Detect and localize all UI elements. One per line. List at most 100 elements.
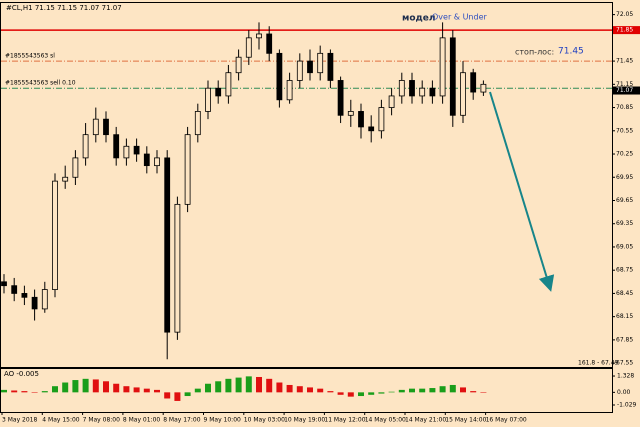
candle-body xyxy=(72,157,79,178)
candle-body xyxy=(286,80,293,101)
y-tick-label: 68.45 xyxy=(616,290,633,297)
candle-body xyxy=(154,157,160,167)
ao-bar xyxy=(92,379,99,393)
y-tick-label: 69.65 xyxy=(616,197,633,204)
candle-body xyxy=(358,111,364,128)
ao-tick-label: 0.00 xyxy=(617,389,631,396)
candle-body xyxy=(184,134,191,205)
candle-body xyxy=(21,293,28,298)
last-price-box xyxy=(613,86,640,95)
candle-body xyxy=(62,176,69,182)
y-tick-label: 70.85 xyxy=(616,104,633,111)
ao-bar xyxy=(398,389,405,393)
y-tick-label: 67.55 xyxy=(616,360,633,367)
x-tick-label: 7 May 08:00 xyxy=(83,417,121,424)
ao-bar xyxy=(327,391,334,393)
ao-bar xyxy=(470,391,477,393)
candle-body xyxy=(409,80,415,97)
ao-bar xyxy=(388,391,395,393)
candle-body xyxy=(470,72,477,93)
candle-body xyxy=(276,52,283,101)
candle-body xyxy=(327,52,334,81)
ao-bar xyxy=(296,386,303,393)
fibo-label: 161.8 - 67.49 xyxy=(578,360,619,367)
y-tick-label: 67.85 xyxy=(616,336,633,343)
ao-bar xyxy=(347,392,354,397)
last-price-label: 71.07 xyxy=(616,87,633,94)
ao-bar xyxy=(1,389,7,393)
candle-body xyxy=(205,87,211,112)
x-tick-label: 14 May 21:00 xyxy=(405,417,446,424)
ao-bar xyxy=(235,377,242,393)
y-tick-label: 68.15 xyxy=(616,313,633,320)
candle-body xyxy=(31,296,38,310)
x-tick-label: 4 May 15:00 xyxy=(42,417,80,424)
candle-body xyxy=(398,80,405,97)
ao-bar xyxy=(11,390,18,393)
y-tick-label: 69.35 xyxy=(616,220,633,227)
level-label: #1855543563 sell 0.10 xyxy=(5,80,76,87)
y-tick-label: 72.05 xyxy=(616,11,633,18)
ao-bar xyxy=(286,384,293,393)
ao-pane-frame xyxy=(0,368,613,413)
ao-bar xyxy=(113,383,120,393)
ao-bar xyxy=(429,388,436,393)
candle-body xyxy=(266,33,273,54)
ao-bar xyxy=(184,392,191,397)
candle-body xyxy=(235,56,242,74)
ao-bar xyxy=(368,392,375,395)
candle-body xyxy=(378,107,385,132)
y-tick-label: 69.05 xyxy=(616,243,633,250)
candle-body xyxy=(296,60,303,81)
ao-bar xyxy=(62,382,69,393)
candle-body xyxy=(164,157,171,333)
y-tick-label: 69.95 xyxy=(616,174,633,181)
ao-bar xyxy=(31,392,38,393)
candle-body xyxy=(347,111,354,116)
ao-bar xyxy=(307,387,313,393)
ao-bar xyxy=(205,383,211,393)
x-tick-label: 16 May 07:00 xyxy=(486,417,527,424)
ao-bar xyxy=(276,382,283,393)
ao-tick-label: 1.328 xyxy=(617,373,634,380)
ao-bar xyxy=(409,388,415,393)
ao-bar xyxy=(419,388,426,393)
ao-bar xyxy=(337,392,344,395)
ao-bar xyxy=(215,381,222,393)
candle-body xyxy=(337,80,344,116)
ao-bar xyxy=(143,388,150,393)
ao-bar xyxy=(225,378,232,393)
candle-body xyxy=(215,87,222,97)
candle-body xyxy=(52,180,58,290)
candle-body xyxy=(480,83,487,93)
x-tick-label: 8 May 01:00 xyxy=(123,417,161,424)
candle-body xyxy=(429,87,436,97)
ao-tick-label: -1.029 xyxy=(617,401,637,408)
candle-body xyxy=(439,37,446,97)
ao-bar xyxy=(194,388,201,393)
ao-bar xyxy=(266,378,273,393)
x-tick-label: 15 May 14:00 xyxy=(445,417,486,424)
ao-bar xyxy=(123,386,130,393)
x-tick-label: 3 May 2018 xyxy=(2,417,37,424)
ao-bar xyxy=(460,387,466,393)
y-tick-label: 71.15 xyxy=(616,81,633,88)
candle-body xyxy=(11,285,18,294)
forecast-arrow xyxy=(489,91,555,292)
candle-body xyxy=(41,289,48,310)
price-box xyxy=(613,26,640,35)
ao-bar xyxy=(21,391,28,393)
ao-bar xyxy=(174,392,181,401)
price-pane-frame xyxy=(0,2,613,368)
candle-body xyxy=(103,118,109,136)
candle-body xyxy=(460,72,466,116)
candle-body xyxy=(419,87,426,97)
ao-bar xyxy=(256,376,262,393)
candle-body xyxy=(194,111,201,136)
x-tick-label: 8 May 17:00 xyxy=(163,417,201,424)
candle-body xyxy=(317,52,324,74)
ao-bar xyxy=(378,392,385,394)
x-tick-label: 14 May 05:00 xyxy=(365,417,406,424)
y-tick-label: 70.25 xyxy=(616,151,633,158)
